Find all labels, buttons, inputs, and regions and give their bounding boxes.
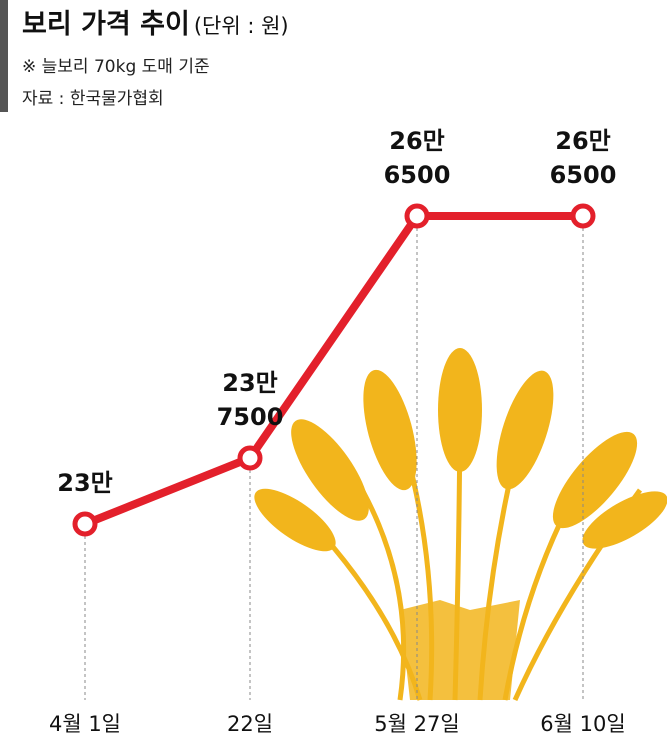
value-label: 26만 6500 (383, 127, 451, 189)
chart-title: 보리 가격 추이 (22, 9, 190, 40)
side-bar (0, 0, 8, 112)
wheat-illustration (254, 348, 667, 702)
subtitle: (단위 : 원) (193, 14, 289, 38)
value-label: 26만 6500 (549, 127, 617, 189)
point (404, 203, 430, 229)
value-label: 23만 7500 (216, 369, 284, 431)
x-tick-label: 22일 (226, 712, 274, 736)
x-tick-label: 5월 27일 (374, 712, 460, 736)
x-tick-label: 4월 1일 (48, 712, 122, 736)
value-label: 23만 (57, 469, 113, 497)
point (72, 511, 98, 537)
title-block: 보리 가격 추이 (단위 : 원) (22, 2, 289, 41)
price-line (83, 212, 583, 528)
point (570, 203, 596, 229)
note: ※ 늘보리 70kg 도매 기준 (22, 57, 210, 77)
x-tick-label: 6월 10일 (540, 712, 626, 736)
point (237, 445, 263, 471)
source: 자료 : 한국물가협회 (22, 89, 164, 109)
